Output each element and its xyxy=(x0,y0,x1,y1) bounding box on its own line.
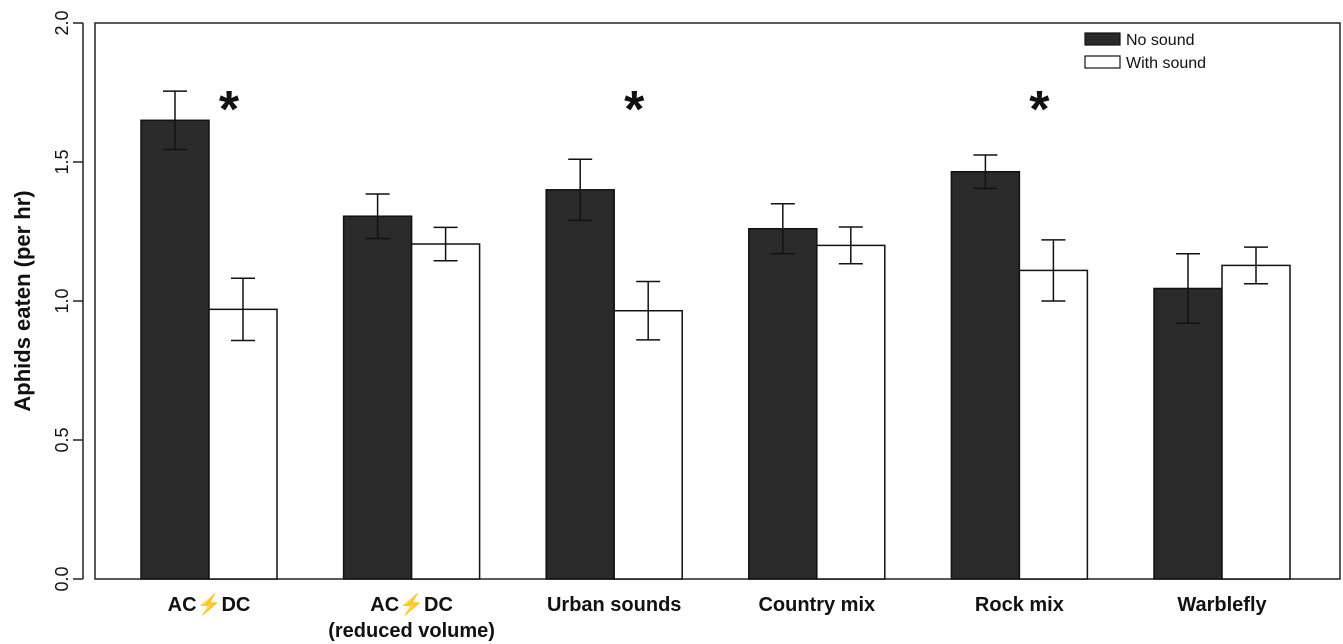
y-tick-label: 1.5 xyxy=(52,149,72,174)
bar-with-sound xyxy=(410,243,481,580)
bar-no-sound xyxy=(950,170,1021,580)
x-category-label: Country mix xyxy=(758,594,875,616)
error-bar xyxy=(973,154,998,190)
error-bar xyxy=(770,202,795,255)
bar-with-sound xyxy=(816,244,886,580)
bar-no-sound xyxy=(342,215,413,580)
x-category-label: AC⚡DC xyxy=(168,592,251,616)
legend-swatch-no-sound xyxy=(1084,32,1121,46)
y-tick-label: 2.0 xyxy=(52,10,72,35)
x-category-label: Urban sounds xyxy=(547,594,681,616)
legend-swatch-with-sound xyxy=(1084,55,1121,69)
bars-layer: * * * xyxy=(140,81,1291,580)
bar-no-sound xyxy=(140,119,210,580)
legend-label: With sound xyxy=(1126,55,1206,72)
legend: No sound With sound xyxy=(1084,32,1206,72)
bar-no-sound xyxy=(545,189,615,580)
error-bar xyxy=(1244,246,1268,285)
x-category-label: (reduced volume) xyxy=(328,620,495,642)
error-bar xyxy=(163,90,187,151)
error-bar xyxy=(636,280,661,341)
bar-with-sound xyxy=(1221,264,1291,580)
significance-star: * xyxy=(1029,81,1050,139)
y-tick-label: 1.0 xyxy=(52,288,72,313)
error-bar xyxy=(838,226,863,265)
bar-no-sound xyxy=(748,227,818,580)
error-bar xyxy=(433,226,458,262)
y-axis-label: Aphids eaten (per hr) xyxy=(10,190,35,411)
y-axis: 0.0 0.5 1.0 1.5 2.0 xyxy=(52,10,84,592)
error-bar xyxy=(1176,252,1200,324)
error-bar xyxy=(568,158,593,222)
error-bar xyxy=(231,277,255,342)
y-tick-label: 0.5 xyxy=(52,427,72,452)
bar-with-sound xyxy=(1018,269,1089,580)
plot-frame xyxy=(94,22,1341,580)
x-axis: AC⚡DC AC⚡DC (reduced volume) Urban sounds Co… xyxy=(168,592,1268,642)
bar-with-sound xyxy=(208,308,278,580)
significance-star: * xyxy=(624,81,645,139)
significance-star: * xyxy=(219,81,240,139)
x-category-label: AC⚡DC xyxy=(370,592,453,616)
bar-with-sound xyxy=(613,309,683,580)
error-bar xyxy=(1041,239,1066,302)
error-bar xyxy=(365,193,390,240)
bar-no-sound xyxy=(1153,287,1223,580)
legend-label: No sound xyxy=(1126,32,1195,49)
x-category-label: Rock mix xyxy=(975,594,1064,616)
y-tick-label: 0.0 xyxy=(52,566,72,591)
x-category-label: Warblefly xyxy=(1177,594,1267,616)
